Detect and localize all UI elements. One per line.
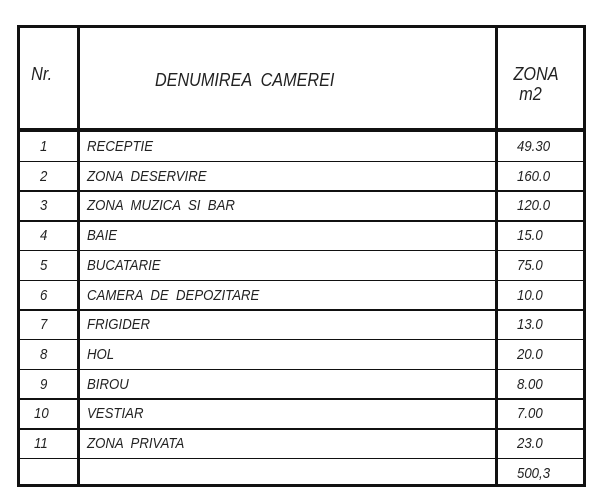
room-area: 120.0 [517, 197, 551, 215]
row-number: 1 [40, 138, 48, 155]
room-name: FRIGIDER [87, 316, 151, 334]
row-divider [20, 249, 583, 252]
room-area: 10.0 [517, 286, 543, 304]
room-name: BUCATARIE [87, 256, 161, 274]
row-number: 11 [34, 435, 48, 452]
column-divider [77, 28, 80, 484]
row-divider [20, 457, 583, 460]
header-area-line2: m2 [519, 84, 542, 104]
room-area: 20.0 [517, 345, 543, 363]
room-name: HOL [87, 345, 115, 363]
row-divider [20, 190, 583, 192]
room-name: CAMERA DE DEPOZITARE [87, 286, 260, 304]
row-number: 3 [40, 197, 48, 215]
room-area: 23.0 [517, 435, 543, 452]
total-area: 500,3 [517, 464, 551, 482]
header-divider [20, 128, 583, 132]
row-divider [20, 398, 583, 400]
row-divider [20, 368, 583, 371]
room-area: 160.0 [517, 167, 551, 185]
row-number: 7 [40, 316, 48, 334]
row-divider [20, 220, 583, 222]
header-nr: Nr. [31, 64, 53, 84]
header-area-line1: ZONA [513, 64, 559, 84]
row-number: 5 [40, 256, 48, 274]
room-name: ZONA DESERVIRE [87, 167, 207, 185]
room-area: 15.0 [517, 227, 543, 245]
room-name: ZONA MUZICA SI BAR [87, 197, 235, 215]
row-number: 2 [40, 167, 48, 185]
room-area: 13.0 [517, 316, 543, 334]
room-area: 75.0 [517, 256, 543, 274]
room-area: 8.00 [517, 375, 543, 393]
header-room-name: DENUMIREA CAMEREI [154, 70, 335, 90]
row-divider [20, 160, 583, 163]
room-name: ZONA PRIVATA [87, 435, 185, 452]
row-divider [20, 279, 583, 281]
column-divider [495, 28, 498, 484]
room-area-table: Nr. DENUMIREA CAMEREI ZONA m2 1 RECEPTIE 4… [17, 25, 586, 487]
row-divider [20, 428, 583, 430]
room-area: 7.00 [517, 405, 543, 423]
room-name: BIROU [87, 375, 129, 393]
row-divider [20, 309, 583, 311]
row-number: 9 [40, 375, 48, 393]
room-name: VESTIAR [87, 405, 144, 423]
room-name: BAIE [87, 227, 118, 245]
row-divider [20, 338, 583, 341]
row-number: 8 [40, 345, 48, 363]
room-area: 49.30 [517, 138, 551, 155]
row-number: 6 [40, 286, 48, 304]
row-number: 4 [40, 227, 48, 245]
room-name: RECEPTIE [87, 138, 154, 155]
row-number: 10 [34, 405, 49, 423]
